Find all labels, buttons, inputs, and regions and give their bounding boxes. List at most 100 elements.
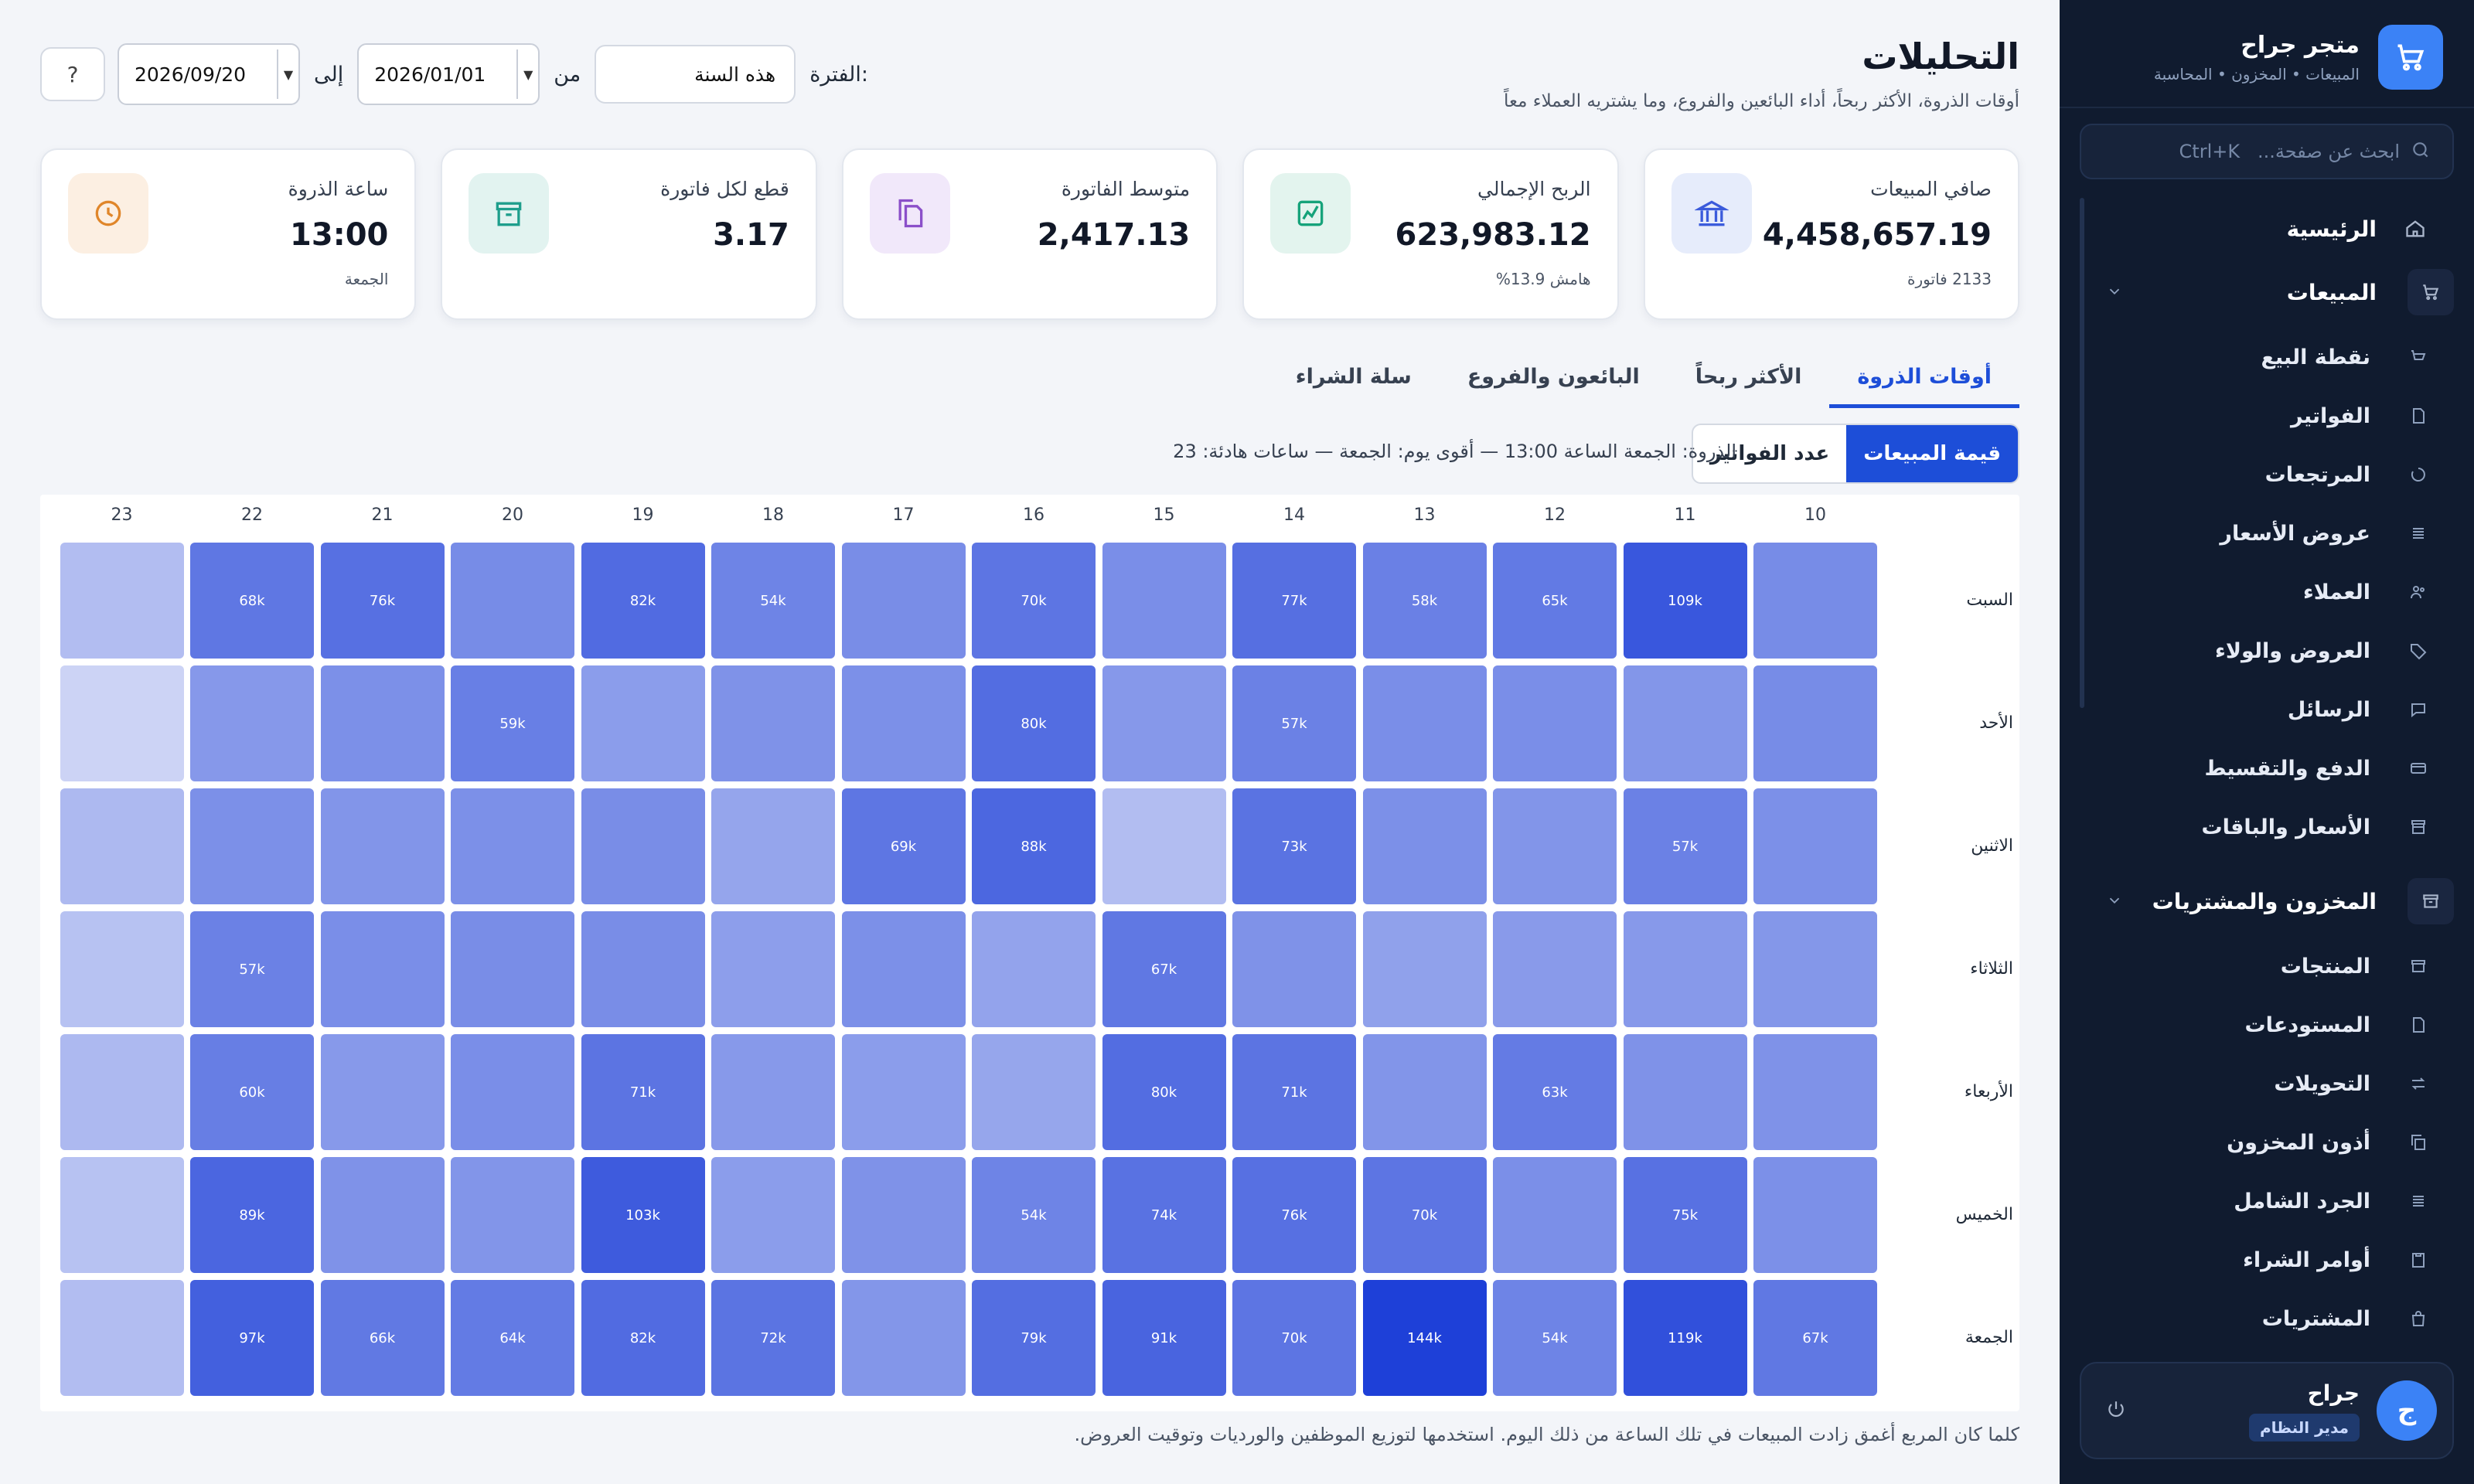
heatmap-cell[interactable]: 74k bbox=[1102, 1157, 1226, 1273]
heatmap-cell[interactable]: 68k bbox=[190, 543, 314, 659]
heatmap-cell[interactable]: 82k bbox=[581, 543, 705, 659]
heatmap-cell[interactable]: 60k bbox=[190, 1034, 314, 1150]
heatmap-cell[interactable]: 67k bbox=[1753, 1280, 1877, 1396]
heatmap-cell[interactable]: 97k bbox=[190, 1280, 314, 1396]
heatmap-cell[interactable] bbox=[711, 788, 835, 904]
heatmap-cell[interactable] bbox=[60, 665, 184, 781]
heatmap-cell[interactable] bbox=[451, 543, 574, 659]
heatmap-cell[interactable] bbox=[972, 1034, 1096, 1150]
heatmap-cell[interactable] bbox=[60, 1034, 184, 1150]
tab-basket[interactable]: سلة الشراء bbox=[1295, 365, 1412, 389]
heatmap-cell[interactable] bbox=[60, 788, 184, 904]
heatmap-cell[interactable] bbox=[60, 1157, 184, 1273]
heatmap-cell[interactable] bbox=[190, 665, 314, 781]
heatmap-cell[interactable]: 82k bbox=[581, 1280, 705, 1396]
heatmap-cell[interactable] bbox=[581, 788, 705, 904]
tab-most-profitable[interactable]: الأكثر ربحاً bbox=[1695, 365, 1802, 389]
sidebar-item-transfers[interactable]: التحويلات bbox=[2091, 1054, 2454, 1113]
heatmap-cell[interactable]: 119k bbox=[1623, 1280, 1747, 1396]
heatmap-cell[interactable] bbox=[60, 911, 184, 1027]
heatmap-cell[interactable]: 64k bbox=[451, 1280, 574, 1396]
heatmap-cell[interactable] bbox=[1753, 665, 1877, 781]
sidebar-item-returns[interactable]: المرتجعات bbox=[2091, 445, 2454, 504]
sidebar-item-payments[interactable]: الدفع والتقسيط bbox=[2091, 739, 2454, 798]
heatmap-cell[interactable] bbox=[320, 1157, 445, 1273]
heatmap-cell[interactable]: 54k bbox=[1493, 1280, 1617, 1396]
sidebar-item-stocktake[interactable]: الجرد الشامل bbox=[2091, 1172, 2454, 1230]
heatmap-cell[interactable] bbox=[190, 788, 314, 904]
heatmap-cell[interactable]: 91k bbox=[1102, 1280, 1226, 1396]
heatmap-cell[interactable]: 54k bbox=[711, 543, 835, 659]
heatmap-cell[interactable] bbox=[1493, 911, 1617, 1027]
heatmap-cell[interactable] bbox=[841, 911, 966, 1027]
heatmap-cell[interactable] bbox=[1493, 1157, 1617, 1273]
sidebar-item-quotes[interactable]: عروض الأسعار bbox=[2091, 504, 2454, 563]
heatmap-cell[interactable]: 80k bbox=[1102, 1034, 1226, 1150]
heatmap-cell[interactable]: 77k bbox=[1232, 543, 1356, 659]
invoice-count-toggle[interactable]: عدد الفواتير bbox=[1709, 442, 1830, 465]
heatmap-cell[interactable] bbox=[320, 1034, 445, 1150]
heatmap-cell[interactable] bbox=[841, 1157, 966, 1273]
from-date-input[interactable]: 2026/01/01 ▼ bbox=[357, 43, 540, 105]
heatmap-cell[interactable]: 76k bbox=[320, 543, 445, 659]
heatmap-cell[interactable]: 70k bbox=[1232, 1280, 1356, 1396]
to-date-input[interactable]: 2026/09/20 ▼ bbox=[118, 43, 300, 105]
sidebar-group-sales[interactable]: المبيعات bbox=[2091, 257, 2454, 328]
heatmap-cell[interactable] bbox=[711, 911, 835, 1027]
sidebar-item-messages[interactable]: الرسائل bbox=[2091, 680, 2454, 739]
heatmap-cell[interactable]: 57k bbox=[1232, 665, 1356, 781]
heatmap-cell[interactable] bbox=[1493, 788, 1617, 904]
sidebar-item-loyalty[interactable]: العروض والولاء bbox=[2091, 621, 2454, 680]
heatmap-cell[interactable] bbox=[581, 911, 705, 1027]
heatmap-cell[interactable]: 80k bbox=[972, 665, 1096, 781]
sidebar-item-purchase-orders[interactable]: أوامر الشراء bbox=[2091, 1230, 2454, 1289]
heatmap-cell[interactable] bbox=[1623, 665, 1747, 781]
heatmap-cell[interactable] bbox=[451, 788, 574, 904]
heatmap-cell[interactable] bbox=[1232, 911, 1356, 1027]
heatmap-cell[interactable]: 144k bbox=[1362, 1280, 1487, 1396]
sidebar-item-customers[interactable]: العملاء bbox=[2091, 563, 2454, 621]
heatmap-cell[interactable]: 57k bbox=[1623, 788, 1747, 904]
heatmap-cell[interactable] bbox=[451, 1034, 574, 1150]
heatmap-cell[interactable] bbox=[451, 1157, 574, 1273]
heatmap-cell[interactable] bbox=[60, 1280, 184, 1396]
heatmap-cell[interactable]: 54k bbox=[972, 1157, 1096, 1273]
heatmap-cell[interactable] bbox=[1623, 911, 1747, 1027]
heatmap-cell[interactable] bbox=[1623, 1034, 1747, 1150]
sidebar-item-purchases[interactable]: المشتريات bbox=[2091, 1289, 2454, 1348]
heatmap-cell[interactable] bbox=[320, 911, 445, 1027]
heatmap-cell[interactable] bbox=[1102, 543, 1226, 659]
heatmap-cell[interactable] bbox=[1753, 911, 1877, 1027]
heatmap-cell[interactable] bbox=[1362, 1034, 1487, 1150]
sidebar-item-invoices[interactable]: الفواتير bbox=[2091, 386, 2454, 445]
heatmap-cell[interactable]: 71k bbox=[1232, 1034, 1356, 1150]
heatmap-cell[interactable]: 63k bbox=[1493, 1034, 1617, 1150]
heatmap-cell[interactable]: 71k bbox=[581, 1034, 705, 1150]
heatmap-cell[interactable] bbox=[1102, 665, 1226, 781]
heatmap-cell[interactable] bbox=[1362, 788, 1487, 904]
sidebar-item-stock-vouchers[interactable]: أذون المخزون bbox=[2091, 1113, 2454, 1172]
heatmap-cell[interactable] bbox=[972, 911, 1096, 1027]
heatmap-cell[interactable]: 76k bbox=[1232, 1157, 1356, 1273]
tab-sellers-branches[interactable]: البائعون والفروع bbox=[1467, 365, 1640, 389]
period-select[interactable]: هذه السنة bbox=[595, 45, 796, 104]
tab-peak-times[interactable]: أوقات الذروة bbox=[1829, 349, 2019, 408]
sidebar-group-inventory[interactable]: المخزون والمشتريات bbox=[2091, 866, 2454, 937]
heatmap-cell[interactable] bbox=[1362, 665, 1487, 781]
heatmap-cell[interactable] bbox=[1753, 543, 1877, 659]
help-button[interactable]: ? bbox=[40, 47, 105, 101]
heatmap-cell[interactable] bbox=[1753, 1157, 1877, 1273]
heatmap-cell[interactable] bbox=[711, 1157, 835, 1273]
sidebar-search-input[interactable] bbox=[2103, 141, 2400, 162]
sales-value-toggle[interactable]: قيمة المبيعات bbox=[1846, 425, 2018, 482]
heatmap-cell[interactable]: 58k bbox=[1362, 543, 1487, 659]
heatmap-cell[interactable] bbox=[711, 1034, 835, 1150]
heatmap-cell[interactable] bbox=[841, 1280, 966, 1396]
heatmap-cell[interactable]: 67k bbox=[1102, 911, 1226, 1027]
heatmap-cell[interactable] bbox=[1753, 788, 1877, 904]
heatmap-cell[interactable]: 89k bbox=[190, 1157, 314, 1273]
heatmap-cell[interactable]: 69k bbox=[841, 788, 966, 904]
heatmap-cell[interactable]: 73k bbox=[1232, 788, 1356, 904]
sidebar-scrollbar[interactable] bbox=[2080, 198, 2084, 708]
sidebar-search[interactable] bbox=[2080, 124, 2454, 179]
